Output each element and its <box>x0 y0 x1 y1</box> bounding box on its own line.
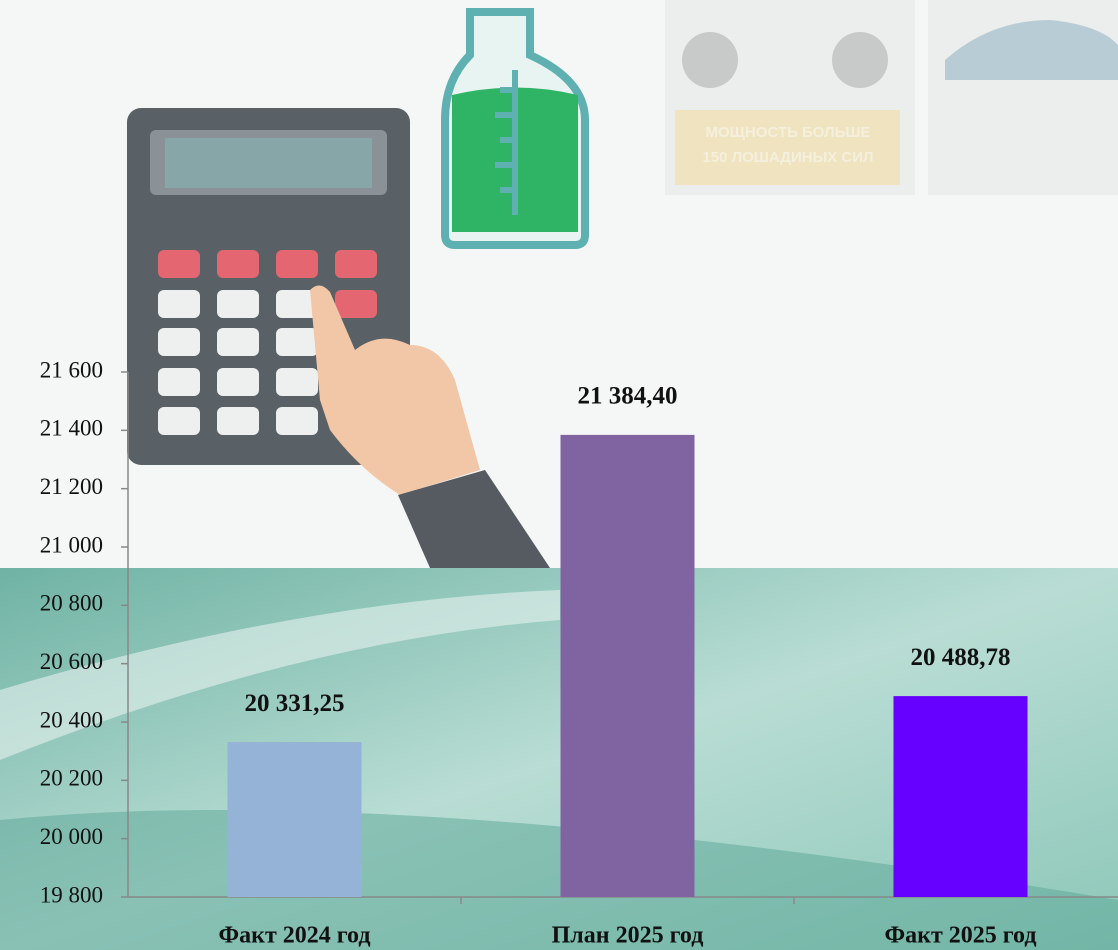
car-image <box>928 0 1118 195</box>
y-tick-label: 21 000 <box>40 532 103 557</box>
value-label: 20 331,25 <box>245 690 345 717</box>
y-tick-label: 20 400 <box>40 707 103 732</box>
page: МОЩНОСТЬ БОЛЬШЕ 150 ЛОШАДИНЫХ СИЛ 19 800… <box>0 0 1118 950</box>
y-tick-label: 20 800 <box>40 591 103 616</box>
motorcycle-sign: МОЩНОСТЬ БОЛЬШЕ 150 ЛОШАДИНЫХ СИЛ <box>665 0 915 195</box>
sign-text: 150 ЛОШАДИНЫХ СИЛ <box>702 149 873 166</box>
bar <box>894 696 1028 897</box>
y-tick-label: 21 400 <box>40 416 103 441</box>
bar <box>561 435 695 897</box>
chart: МОЩНОСТЬ БОЛЬШЕ 150 ЛОШАДИНЫХ СИЛ 19 800… <box>0 0 1118 950</box>
y-tick-label: 20 000 <box>40 824 103 849</box>
y-tick-label: 21 200 <box>40 474 103 499</box>
value-label: 20 488,78 <box>911 644 1011 671</box>
y-tick-label: 19 800 <box>40 882 103 907</box>
bar <box>228 742 362 897</box>
x-tick-label: Факт 2025 год <box>885 923 1037 949</box>
value-label: 21 384,40 <box>578 383 678 410</box>
y-tick-label: 21 600 <box>40 357 103 382</box>
sign-text: МОЩНОСТЬ БОЛЬШЕ <box>706 124 871 141</box>
y-tick-label: 20 200 <box>40 766 103 791</box>
x-tick-label: План 2025 год <box>552 923 704 949</box>
y-tick-label: 20 600 <box>40 649 103 674</box>
x-tick-label: Факт 2024 год <box>219 923 371 949</box>
